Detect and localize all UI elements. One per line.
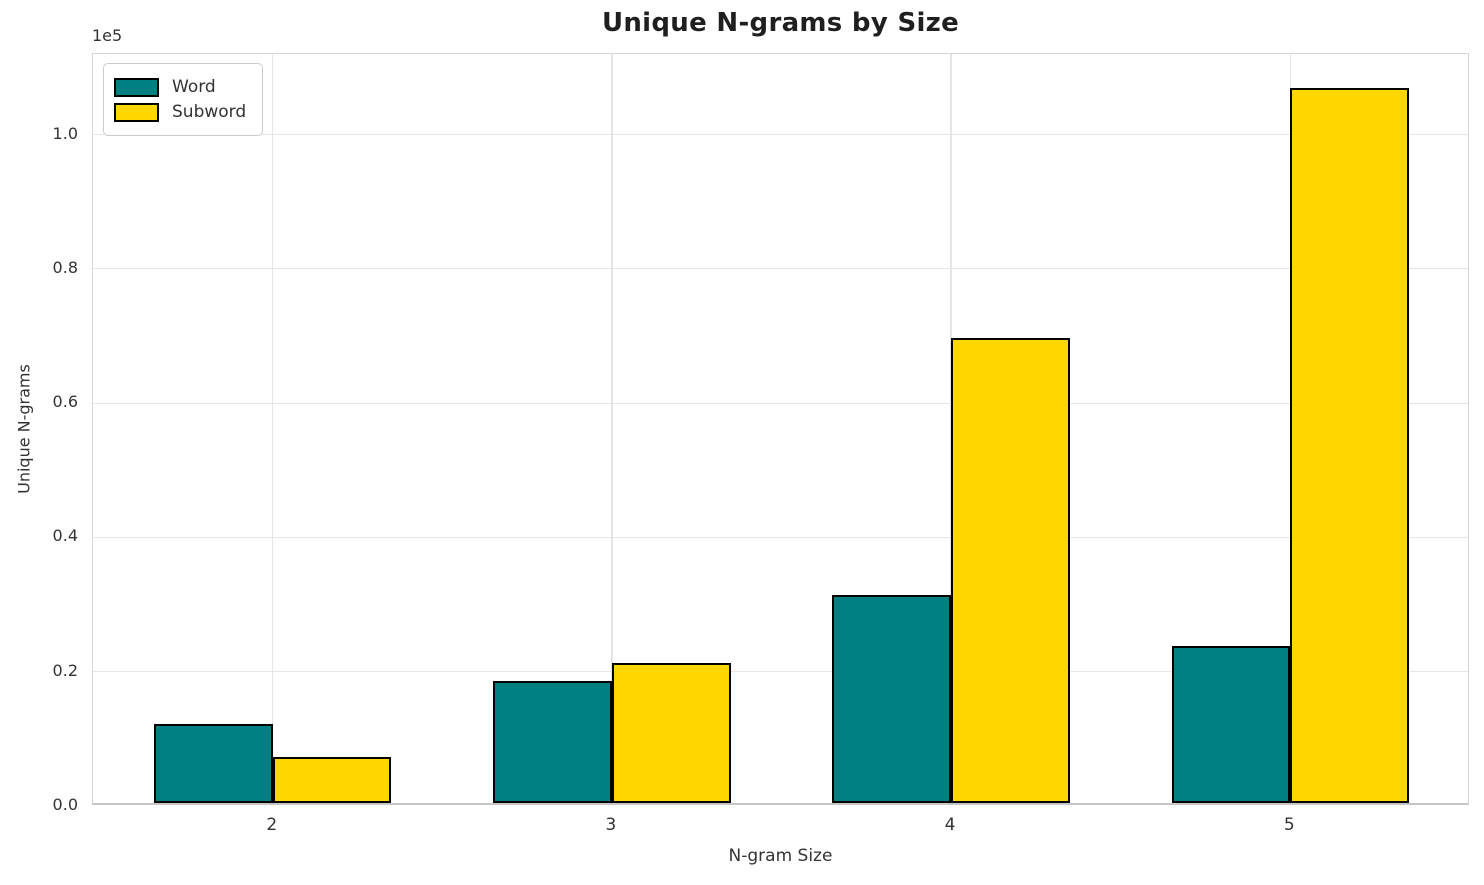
y-axis-offset-label: 1e5 <box>92 26 123 45</box>
gridline-vertical <box>272 54 274 803</box>
x-axis-title: N-gram Size <box>728 846 833 866</box>
y-tick-label: 0.8 <box>52 257 78 277</box>
y-tick-label: 0.4 <box>52 526 78 546</box>
bar-word-4 <box>832 594 952 803</box>
y-axis-title: Unique N-grams <box>14 364 34 494</box>
bar-word-5 <box>1171 645 1291 803</box>
x-tick-label: 5 <box>1283 815 1295 835</box>
legend-label-word: Word <box>172 77 216 97</box>
gridline-vertical <box>950 54 952 803</box>
legend-swatch-subword <box>114 102 159 122</box>
plot-area: Word Subword <box>92 53 1469 805</box>
gridline-horizontal <box>93 268 1468 270</box>
bar-subword-5 <box>1290 87 1409 803</box>
chart-title: Unique N-grams by Size <box>601 8 960 38</box>
gridline-vertical <box>611 54 613 803</box>
y-tick-label: 1.0 <box>52 123 78 143</box>
gridline-horizontal <box>93 402 1468 404</box>
bar-subword-2 <box>272 756 392 803</box>
legend-item-subword: Subword <box>114 102 246 122</box>
legend-item-word: Word <box>114 77 246 97</box>
legend: Word Subword <box>103 63 264 136</box>
gridline-horizontal <box>93 536 1468 539</box>
x-tick-label: 4 <box>944 815 956 835</box>
bar-subword-4 <box>951 338 1070 803</box>
y-tick-label: 0.2 <box>52 660 78 680</box>
gridline-horizontal <box>93 671 1468 673</box>
x-tick-label: 2 <box>266 815 278 835</box>
bar-subword-3 <box>611 662 731 803</box>
bar-word-2 <box>154 723 273 803</box>
x-tick-label: 3 <box>605 815 617 835</box>
legend-label-subword: Subword <box>172 102 247 122</box>
legend-swatch-word <box>114 77 159 97</box>
gridline-horizontal <box>93 133 1468 136</box>
y-tick-label: 0.6 <box>52 392 78 412</box>
y-tick-label: 0.0 <box>52 795 78 814</box>
bar-word-3 <box>493 681 612 803</box>
